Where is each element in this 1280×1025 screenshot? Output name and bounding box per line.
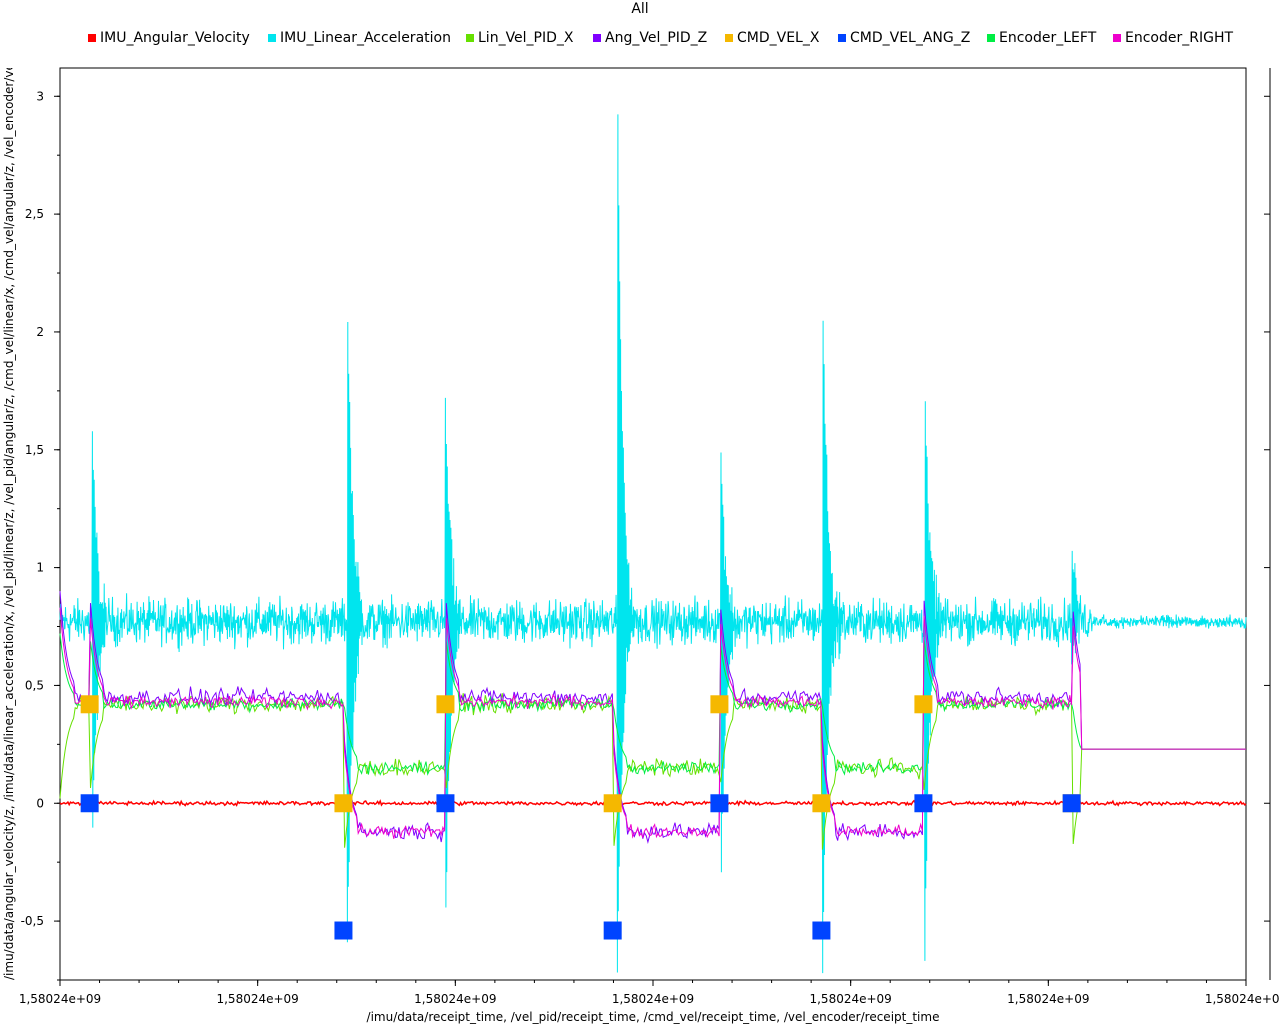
y-tick-label: 1 [36, 561, 44, 575]
cmd-vel-x-marker [436, 695, 454, 713]
cmd-vel-x-marker [710, 695, 728, 713]
x-axis-label: /imu/data/receipt_time, /vel_pid/receipt… [60, 1009, 1246, 1025]
y-tick-label: 0,5 [25, 678, 44, 692]
y-tick-label: 1,5 [25, 443, 44, 457]
y-tick-label: -0,5 [21, 914, 44, 928]
cmd-vel-ang-z-marker [812, 922, 830, 940]
cmd-vel-ang-z-marker [81, 794, 99, 812]
cmd-vel-x-marker [914, 695, 932, 713]
cmd-vel-x-marker [604, 794, 622, 812]
cmd-vel-ang-z-marker [436, 794, 454, 812]
cmd-vel-x-marker [812, 794, 830, 812]
cmd-vel-x-marker [81, 695, 99, 713]
cmd-vel-ang-z-marker [710, 794, 728, 812]
cmd-vel-ang-z-marker [1063, 794, 1081, 812]
x-tick-label: 1,58024e+09 [19, 992, 101, 1006]
cmd-vel-ang-z-marker [914, 794, 932, 812]
x-tick-label: 1,58024e+09 [612, 992, 694, 1006]
y-axis-label: /imu/data/angular_velocity/z, /imu/data/… [1, 68, 17, 980]
lin-vel-pid-x-line [60, 693, 1246, 849]
y-tick-label: 2,5 [25, 207, 44, 221]
x-tick-label: 1,58024e+09 [1007, 992, 1089, 1006]
plot-frame [60, 68, 1246, 980]
x-tick-label: 1,58024e+09 [414, 992, 496, 1006]
x-tick-label: 1,58024e+09 [1205, 992, 1280, 1006]
cmd-vel-x-marker [334, 794, 352, 812]
y-tick-label: 3 [36, 89, 44, 103]
x-tick-label: 1,58024e+09 [809, 992, 891, 1006]
x-tick-label: 1,58024e+09 [216, 992, 298, 1006]
y-tick-label: 0 [36, 796, 44, 810]
cmd-vel-ang-z-marker [604, 922, 622, 940]
y-tick-label: 2 [36, 325, 44, 339]
cmd-vel-ang-z-marker [334, 922, 352, 940]
imu-linear-acceleration-line [60, 114, 1246, 973]
y-axis-label-clip: /imu/data/angular_velocity/z, /imu/data/… [1, 68, 17, 980]
